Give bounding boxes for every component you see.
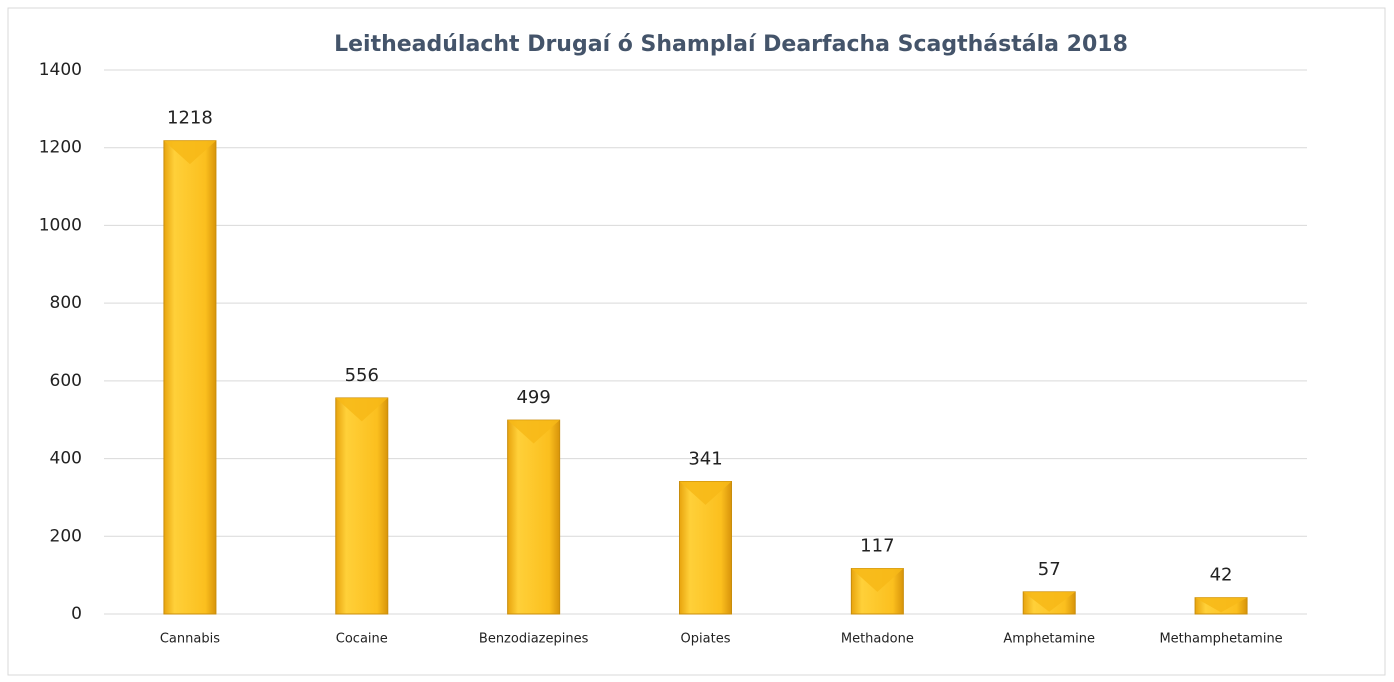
data-label: 556 (345, 365, 379, 386)
x-tick-label: Cannabis (160, 632, 220, 647)
bar-bevel (851, 568, 904, 592)
x-tick-label: Amphetamine (1003, 632, 1095, 647)
x-tick-label: Cocaine (336, 632, 388, 647)
bar-bevel (507, 420, 560, 444)
bar-bevel (1023, 591, 1076, 612)
bar-bevel (1195, 597, 1248, 613)
y-tick-label: 800 (50, 293, 82, 313)
data-label: 117 (860, 536, 894, 557)
bar (507, 419, 561, 615)
y-tick-label: 200 (50, 526, 82, 546)
bar (335, 397, 389, 615)
bar-bevel (335, 397, 388, 422)
data-label: 341 (688, 448, 722, 469)
x-tick-label: Opiates (681, 632, 731, 647)
data-label: 42 (1210, 565, 1233, 586)
bar-bevel (679, 481, 732, 505)
chart-title: Leitheadúlacht Drugaí ó Shamplaí Dearfac… (334, 32, 1128, 57)
y-tick-label: 1000 (39, 215, 82, 235)
x-tick-label: Benzodiazepines (479, 632, 589, 647)
y-tick-label: 400 (50, 449, 82, 469)
y-tick-label: 600 (50, 371, 82, 391)
bar-bevel (163, 140, 216, 165)
y-tick-label: 1200 (39, 138, 82, 158)
chart-frame (7, 7, 1386, 676)
bar (163, 140, 217, 615)
data-label: 499 (516, 387, 550, 408)
data-label: 1218 (167, 108, 213, 129)
y-tick-label: 1400 (39, 60, 82, 80)
y-tick-label: 0 (71, 604, 82, 624)
x-tick-label: Methamphetamine (1159, 632, 1282, 647)
data-label: 57 (1038, 559, 1061, 580)
x-tick-label: Methadone (841, 632, 914, 647)
